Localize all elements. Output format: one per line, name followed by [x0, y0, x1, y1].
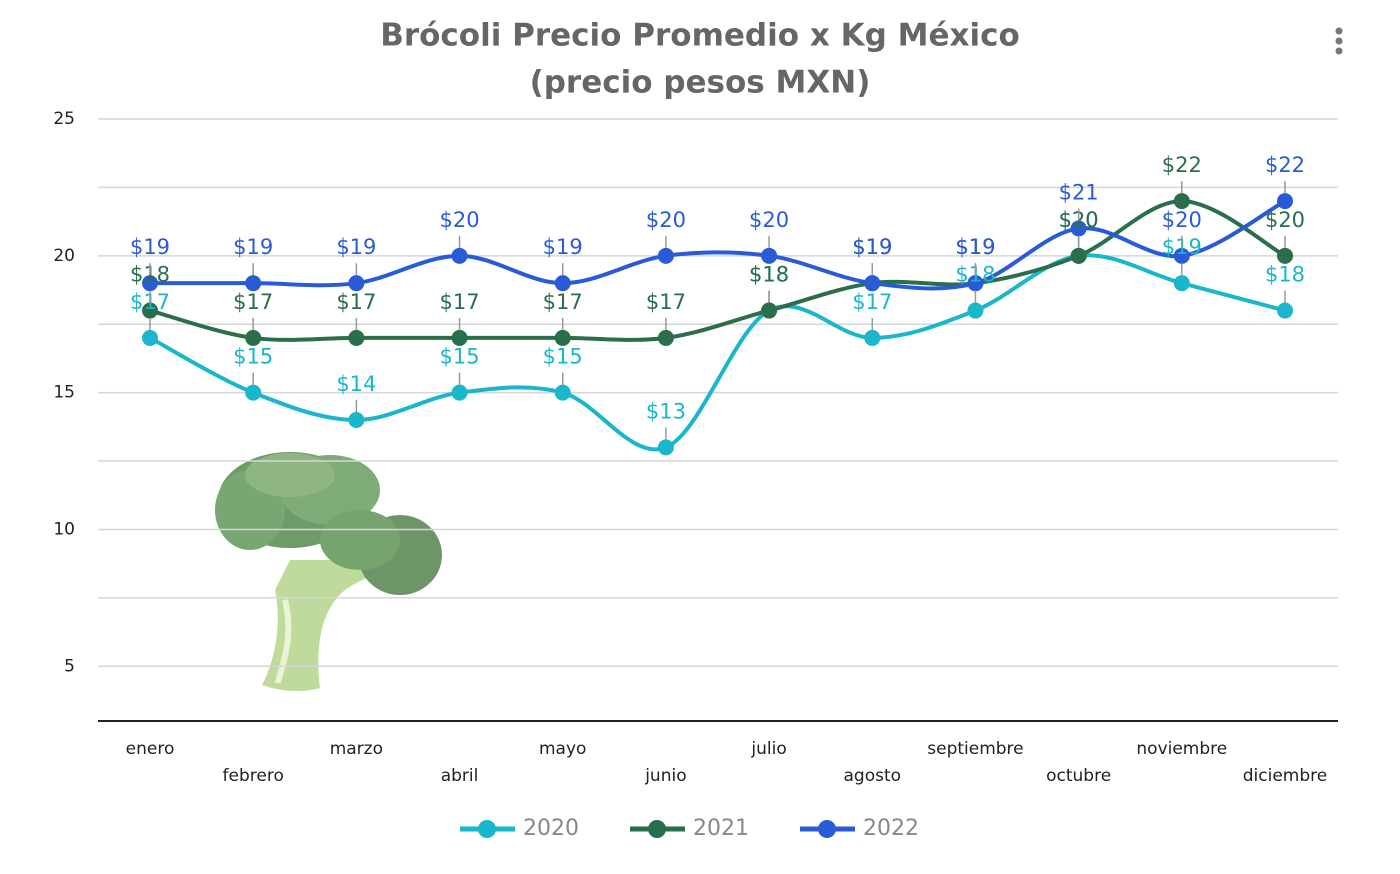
data-label: $13	[646, 399, 686, 423]
series-line	[149, 199, 1286, 342]
data-label: $19	[852, 235, 892, 259]
x-tick-label: febrero	[223, 766, 284, 786]
data-point	[864, 275, 881, 292]
data-point	[1173, 193, 1190, 210]
menu-icon[interactable]	[1335, 27, 1343, 55]
legend-label: 2020	[523, 816, 579, 841]
x-tick-label: septiembre	[927, 739, 1023, 759]
data-label: $17	[439, 290, 479, 314]
data-point	[348, 329, 365, 346]
data-label: $14	[336, 372, 376, 396]
data-point	[142, 275, 158, 292]
data-point	[864, 329, 881, 346]
data-label: $19	[336, 235, 376, 259]
series-line	[149, 199, 1286, 291]
data-point	[761, 247, 778, 264]
data-point	[554, 329, 571, 346]
chart-subtitle: (precio pesos MXN)	[530, 65, 871, 101]
data-label: $19	[130, 235, 170, 259]
data-point	[1277, 302, 1293, 319]
data-label: $18	[749, 263, 789, 287]
legend-marker	[818, 820, 836, 838]
data-point	[554, 275, 571, 292]
menu-dot	[1335, 47, 1343, 55]
data-label: $20	[1265, 208, 1305, 232]
menu-dot	[1335, 27, 1343, 35]
data-point	[554, 384, 571, 401]
data-label: $22	[1162, 153, 1202, 177]
data-label: $15	[543, 345, 583, 369]
x-tick-label: agosto	[843, 766, 901, 786]
data-label: $19	[852, 235, 892, 259]
x-tick-label: junio	[644, 766, 686, 786]
chart-title: Brócoli Precio Promedio x Kg México	[380, 18, 1020, 54]
data-point	[245, 329, 262, 346]
data-label: $20	[1162, 208, 1202, 232]
data-label: $15	[233, 345, 273, 369]
x-tick-label: diciembre	[1243, 766, 1327, 786]
data-label: $19	[543, 235, 583, 259]
data-point	[967, 275, 984, 292]
data-point	[1173, 275, 1190, 292]
data-label: $18	[1265, 263, 1305, 287]
data-point	[657, 247, 674, 264]
data-point	[967, 302, 984, 319]
legend-marker	[478, 820, 496, 838]
data-point	[1277, 193, 1293, 210]
data-point	[451, 329, 468, 346]
x-tick-label: octubre	[1046, 766, 1111, 786]
data-point	[1277, 247, 1293, 264]
data-point	[761, 302, 778, 319]
x-tick-label: mayo	[539, 739, 586, 759]
data-point	[657, 439, 674, 456]
y-tick-label: 15	[53, 383, 75, 403]
data-label: $17	[646, 290, 686, 314]
data-point	[245, 275, 262, 292]
y-tick-label: 20	[53, 246, 75, 266]
data-point	[245, 384, 262, 401]
data-point	[451, 384, 468, 401]
legend-marker	[648, 820, 666, 838]
data-label: $19	[233, 235, 273, 259]
x-tick-label: julio	[750, 739, 786, 759]
data-label: $20	[646, 208, 686, 232]
data-point	[1173, 247, 1190, 264]
legend-label: 2021	[693, 816, 749, 841]
data-label: $17	[852, 290, 892, 314]
data-label: $17	[336, 290, 376, 314]
data-label: $20	[749, 208, 789, 232]
broccoli-image	[215, 452, 442, 692]
y-tick-label: 10	[53, 519, 75, 539]
data-label: $21	[1059, 180, 1099, 204]
y-tick-label: 25	[53, 109, 75, 129]
data-point	[451, 247, 468, 264]
x-tick-label: abril	[441, 766, 479, 786]
data-point	[1070, 247, 1087, 264]
data-point	[1070, 220, 1087, 237]
data-label: $15	[439, 345, 479, 369]
x-tick-label: enero	[126, 739, 175, 759]
data-point	[142, 302, 158, 319]
data-label: $18	[749, 263, 789, 287]
data-label: $19	[955, 235, 995, 259]
y-tick-label: 5	[64, 656, 75, 676]
data-label: $19	[955, 235, 995, 259]
data-label: $22	[1265, 153, 1305, 177]
data-label: $20	[439, 208, 479, 232]
x-tick-label: noviembre	[1136, 739, 1227, 759]
legend-label: 2022	[863, 816, 919, 841]
data-point	[348, 412, 365, 428]
data-label: $17	[233, 290, 273, 314]
menu-dot	[1335, 37, 1343, 45]
data-label: $17	[543, 290, 583, 314]
data-point	[142, 329, 158, 346]
x-tick-label: marzo	[330, 739, 383, 759]
data-point	[657, 329, 674, 346]
data-point	[348, 275, 365, 292]
